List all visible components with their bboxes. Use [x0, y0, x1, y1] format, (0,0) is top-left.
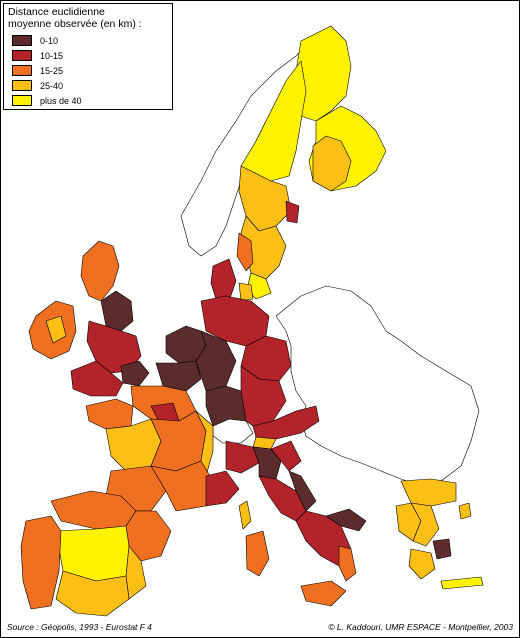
legend-title-line-2: moyenne observée (en km) : — [8, 18, 142, 30]
region-ireland-west — [45, 315, 67, 344]
legend-item: 10-15 — [8, 48, 172, 63]
region-provence — [205, 470, 240, 507]
legend-label: 25-40 — [40, 80, 64, 91]
region-denmark-jutland — [210, 258, 237, 302]
source-caption: Source : Géopolis, 1993 - Eurostat F 4 — [7, 622, 152, 632]
legend-item: 25-40 — [8, 78, 172, 93]
region-london — [120, 360, 150, 387]
region-portugal — [20, 515, 62, 610]
region-brittany — [85, 398, 134, 430]
legend-item: 15-25 — [8, 63, 172, 78]
legend-swatch — [12, 95, 32, 106]
legend-label: 15-25 — [40, 65, 64, 76]
legend-label: 0-10 — [40, 35, 59, 46]
region-italy-adriatic — [288, 470, 317, 512]
region-sardinia — [245, 530, 270, 577]
legend-title: Distance euclidienne moyenne observée (e… — [8, 6, 172, 30]
region-northern-england — [100, 290, 134, 332]
legend-label: plus de 40 — [40, 95, 82, 106]
legend-swatch — [12, 35, 32, 46]
region-calabria — [338, 545, 357, 582]
region-spain-south — [55, 570, 130, 617]
legend-swatch — [12, 80, 32, 91]
region-italy-north-east — [270, 440, 302, 472]
region-aegean-islands — [458, 502, 472, 520]
legend-swatch — [12, 65, 32, 76]
region-denmark-islands — [238, 282, 254, 302]
region-stockholm — [285, 200, 300, 224]
legend-title-line-1: Distance euclidienne — [8, 6, 105, 18]
legend-swatch — [12, 50, 32, 61]
legend-item: plus de 40 — [8, 93, 172, 108]
legend-items: 0-10 10-15 15-25 25-40 plus de 40 — [8, 33, 172, 108]
region-sweden-sw — [236, 232, 254, 272]
region-greece-center — [410, 502, 440, 547]
region-finland-sw — [312, 135, 352, 192]
region-apulia — [325, 508, 367, 532]
region-italy-north-west — [225, 440, 260, 474]
region-corsica — [238, 500, 252, 530]
legend-item: 0-10 — [8, 33, 172, 48]
region-greece-north — [400, 478, 457, 507]
region-germany-south-west — [205, 385, 247, 427]
region-peloponnese — [408, 548, 436, 580]
legend-label: 10-15 — [40, 50, 64, 61]
region-england-south — [70, 360, 124, 397]
credit-caption: © L. Kaddouri, UMR ESPACE - Montpellier,… — [328, 622, 513, 632]
region-eastern-europe — [275, 285, 480, 487]
region-athens — [432, 538, 452, 560]
map-legend: Distance euclidienne moyenne observée (e… — [3, 3, 173, 110]
region-sicily — [300, 580, 347, 607]
region-spain-east — [125, 545, 147, 600]
region-scotland — [80, 240, 120, 302]
region-crete — [440, 576, 484, 590]
